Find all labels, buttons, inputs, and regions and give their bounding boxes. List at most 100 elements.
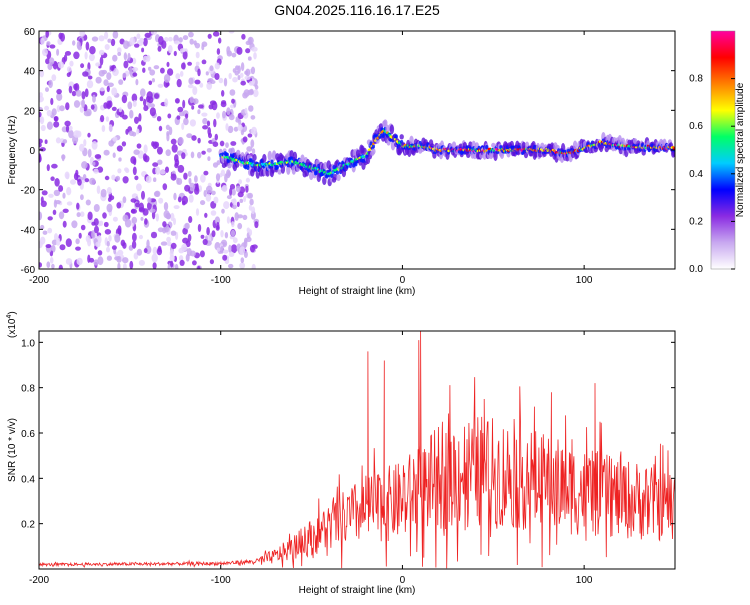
noise-blob xyxy=(228,251,235,257)
noise-blob xyxy=(140,216,144,221)
noise-blob xyxy=(90,104,95,110)
noise-blob xyxy=(76,41,81,50)
x-tick-label: -200 xyxy=(29,275,49,286)
noise-blob xyxy=(157,46,162,52)
colorbar-tick-label: 0.2 xyxy=(689,216,703,227)
track-halo xyxy=(230,147,235,155)
noise-blob xyxy=(134,116,139,125)
noise-blob xyxy=(253,52,257,60)
noise-blob xyxy=(214,133,218,141)
noise-blob xyxy=(132,100,137,107)
noise-blob xyxy=(79,211,85,217)
noise-blob xyxy=(51,108,57,116)
noise-blob xyxy=(197,109,201,115)
noise-blob xyxy=(117,249,124,256)
noise-blob xyxy=(83,139,87,147)
noise-blob xyxy=(151,253,158,263)
noise-blob xyxy=(89,177,96,185)
noise-blob xyxy=(136,183,142,192)
noise-blob xyxy=(105,116,109,122)
noise-blob xyxy=(40,124,46,132)
noise-blob xyxy=(53,116,59,122)
noise-blob xyxy=(207,33,212,39)
noise-blob xyxy=(183,172,188,180)
noise-blob xyxy=(179,70,184,77)
noise-blob xyxy=(106,85,110,93)
noise-blob xyxy=(96,185,101,194)
noise-blob xyxy=(39,211,43,221)
noise-blob xyxy=(106,187,112,195)
noise-blob xyxy=(64,171,70,179)
y-tick-label: 0.2 xyxy=(21,520,35,531)
noise-blob xyxy=(95,241,101,248)
noise-blob xyxy=(143,248,148,254)
noise-blob xyxy=(153,191,160,197)
track-halo xyxy=(277,169,282,175)
noise-blob xyxy=(70,179,76,185)
noise-blob xyxy=(153,177,157,182)
noise-blob xyxy=(194,175,198,183)
noise-blob xyxy=(93,204,100,212)
noise-blob xyxy=(65,238,72,248)
x-tick-label: 0 xyxy=(400,575,406,586)
colorbar-tick-label: 0.0 xyxy=(689,264,703,275)
noise-blob xyxy=(201,112,208,117)
noise-blob xyxy=(226,107,231,116)
noise-blob xyxy=(245,68,251,77)
noise-blob xyxy=(177,164,185,173)
noise-blob xyxy=(122,214,129,222)
noise-blob xyxy=(170,242,177,249)
noise-blob xyxy=(175,73,181,80)
noise-blob xyxy=(229,187,233,197)
noise-blob xyxy=(197,68,201,77)
noise-blob xyxy=(87,75,93,80)
noise-blob xyxy=(243,195,247,203)
noise-blob xyxy=(147,197,152,204)
noise-blob xyxy=(203,170,209,176)
noise-blob xyxy=(136,248,143,256)
noise-blob xyxy=(104,31,109,40)
noise-blob xyxy=(200,200,206,206)
noise-blob xyxy=(46,261,51,269)
noise-blob xyxy=(240,80,246,86)
noise-blob xyxy=(188,194,194,203)
noise-blob xyxy=(229,89,236,96)
noise-blob xyxy=(50,176,55,181)
x-tick-label: -100 xyxy=(211,575,231,586)
track-halo xyxy=(371,148,376,155)
noise-blob xyxy=(104,175,110,181)
noise-blob xyxy=(188,177,192,185)
track-halo xyxy=(390,139,396,151)
colorbar-tick-label: 0.6 xyxy=(689,121,703,132)
noise-blob xyxy=(39,138,43,144)
noise-blob xyxy=(239,262,246,269)
noise-blob xyxy=(245,48,251,54)
noise-blob xyxy=(237,124,243,131)
noise-blob xyxy=(138,202,144,212)
noise-blob xyxy=(117,168,122,174)
noise-blob xyxy=(62,208,69,213)
noise-blob xyxy=(39,142,42,148)
noise-blob xyxy=(151,78,155,83)
noise-blob xyxy=(220,230,224,238)
noise-blob xyxy=(58,211,65,220)
noise-blob xyxy=(40,196,44,203)
noise-blob xyxy=(215,181,221,187)
noise-blob xyxy=(40,37,45,45)
noise-blob xyxy=(170,260,174,268)
noise-blob xyxy=(51,74,57,82)
track-halo xyxy=(262,153,267,163)
noise-blob xyxy=(122,196,127,204)
noise-blob xyxy=(206,148,212,153)
noise-blob xyxy=(163,202,169,211)
noise-blob xyxy=(237,222,243,230)
noise-blob xyxy=(221,90,225,97)
noise-blob xyxy=(154,93,160,99)
noise-blob xyxy=(173,50,177,57)
noise-blob xyxy=(164,37,169,42)
noise-blob xyxy=(233,126,239,132)
noise-blob xyxy=(216,48,221,55)
noise-blob xyxy=(228,114,235,121)
noise-blob xyxy=(87,254,91,263)
